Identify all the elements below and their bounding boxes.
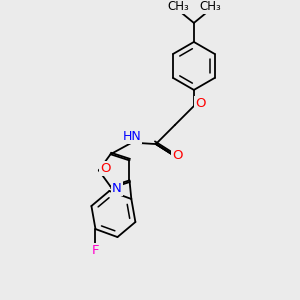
Text: HN: HN xyxy=(122,130,141,143)
Text: N: N xyxy=(112,182,122,195)
Text: O: O xyxy=(172,149,183,162)
Text: O: O xyxy=(100,162,110,176)
Text: O: O xyxy=(195,97,206,110)
Text: F: F xyxy=(92,244,99,257)
Text: CH₃: CH₃ xyxy=(199,0,221,13)
Text: CH₃: CH₃ xyxy=(167,0,189,13)
